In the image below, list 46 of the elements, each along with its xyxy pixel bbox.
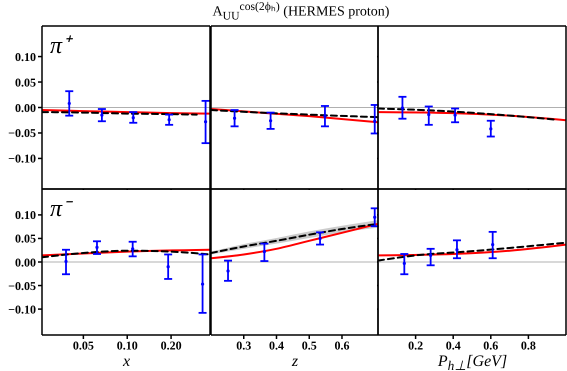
point bbox=[226, 269, 230, 273]
point bbox=[131, 247, 134, 250]
y-tick-label: 0.10 bbox=[15, 208, 36, 222]
x-tick-label: 0.4 bbox=[446, 338, 461, 353]
point bbox=[491, 242, 494, 246]
point bbox=[68, 102, 71, 106]
chart-title: A$_{UU}$$^{cos(2ϕₕ)}$ (HERMES proton) bbox=[212, 0, 390, 22]
x-tick-label: 0.05 bbox=[72, 338, 94, 353]
point bbox=[453, 114, 457, 117]
point bbox=[429, 254, 432, 258]
x-tick-label: 0.6 bbox=[483, 338, 498, 353]
point bbox=[400, 106, 404, 110]
x-tick-label: 0.4 bbox=[268, 338, 284, 353]
point bbox=[318, 236, 322, 240]
x-tick-label: 0.3 bbox=[236, 338, 252, 353]
y-tick-label: −0.10 bbox=[8, 302, 36, 316]
x-axis-title: P$_{h⊥}$[GeV] bbox=[436, 353, 508, 371]
x-tick-label: 0.10 bbox=[116, 338, 138, 353]
y-tick-label: −0.05 bbox=[8, 278, 36, 293]
y-tick-label: 0.00 bbox=[15, 255, 36, 270]
point bbox=[100, 114, 104, 117]
point bbox=[489, 127, 492, 130]
y-tick-label: −0.05 bbox=[8, 126, 36, 140]
y-tick-label: −0.10 bbox=[8, 152, 36, 166]
point bbox=[200, 282, 204, 286]
x-axis-title: x bbox=[122, 353, 132, 370]
point bbox=[373, 216, 376, 219]
y-tick-label: 0.00 bbox=[15, 100, 36, 115]
y-tick-label: 0.05 bbox=[15, 232, 36, 246]
x-axis-title: z bbox=[290, 353, 300, 370]
point bbox=[455, 248, 459, 252]
point bbox=[166, 265, 170, 268]
annotation: π⁺ bbox=[50, 33, 70, 59]
point bbox=[427, 113, 430, 116]
point bbox=[168, 118, 171, 122]
point bbox=[95, 246, 99, 249]
y-tick-label: 0.10 bbox=[15, 50, 36, 64]
x-tick-label: 0.2 bbox=[408, 338, 424, 353]
x-tick-label: 0.8 bbox=[520, 338, 536, 353]
x-tick-label: 0.20 bbox=[160, 338, 182, 353]
x-tick-label: 0.5 bbox=[302, 338, 317, 353]
y-tick-label: 0.05 bbox=[15, 75, 36, 90]
point bbox=[402, 262, 406, 266]
x-tick-label: 0.6 bbox=[334, 338, 350, 353]
point bbox=[262, 250, 266, 254]
annotation: π⁻ bbox=[50, 196, 70, 222]
